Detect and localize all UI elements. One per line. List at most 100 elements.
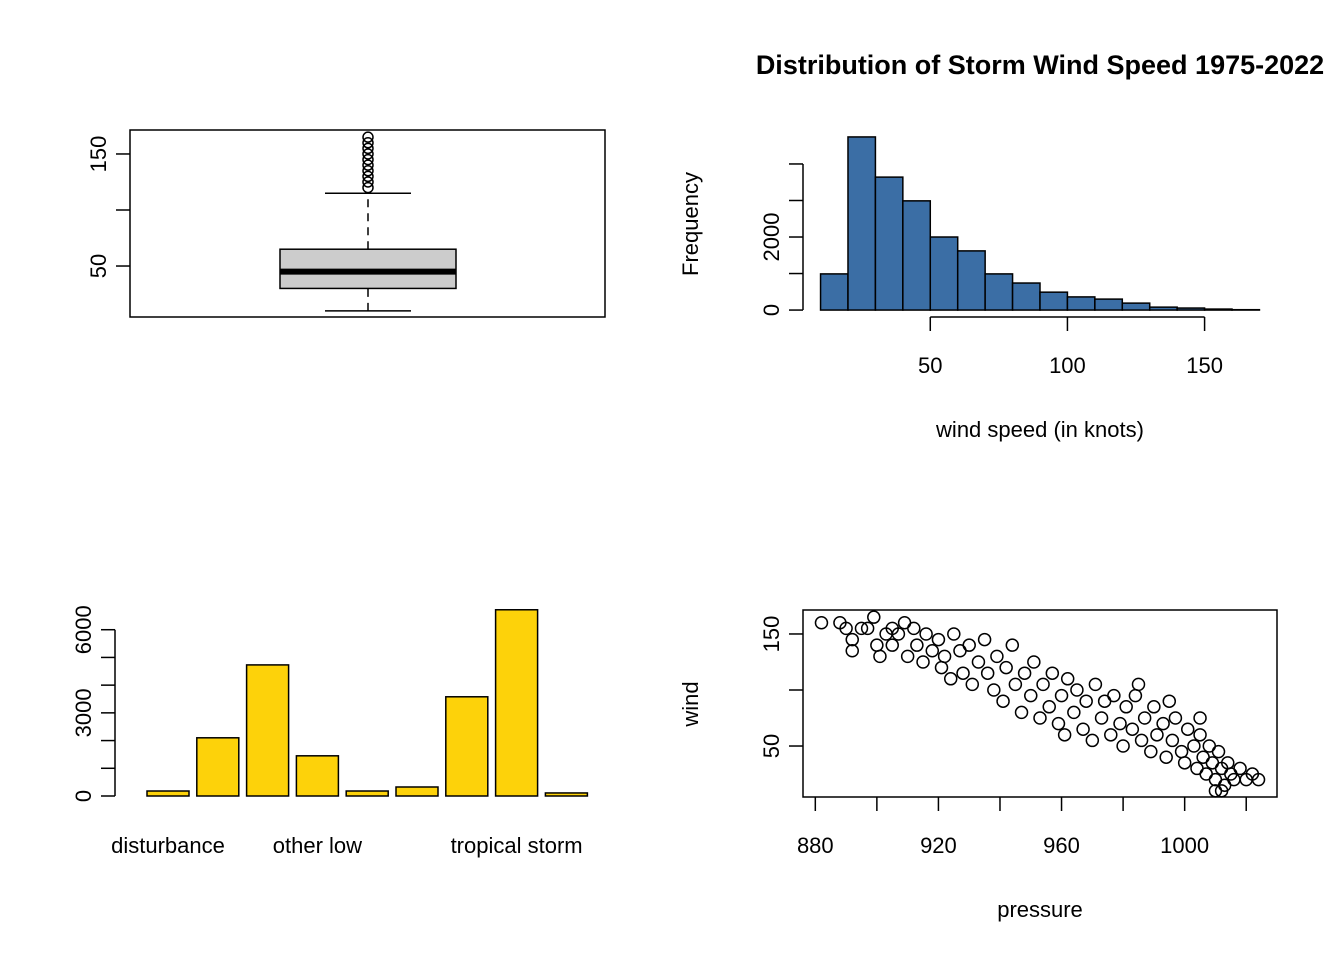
point xyxy=(1054,688,1069,703)
point xyxy=(1116,739,1130,753)
outlier xyxy=(362,137,374,149)
histogram-bar xyxy=(847,136,877,311)
point xyxy=(1202,739,1217,753)
point xyxy=(891,627,906,641)
outlier xyxy=(362,142,374,155)
point xyxy=(1187,739,1201,753)
y-tick-label: 0 xyxy=(759,304,784,316)
x-tick-label: 150 xyxy=(1186,353,1223,378)
point xyxy=(845,644,859,658)
point xyxy=(1190,761,1204,776)
point xyxy=(956,666,970,680)
point xyxy=(1214,784,1229,798)
point xyxy=(1027,655,1041,669)
point xyxy=(953,644,967,658)
point xyxy=(934,660,949,675)
outlier xyxy=(362,176,374,188)
histogram-bar xyxy=(874,176,904,311)
histogram-bar xyxy=(1066,296,1096,311)
point xyxy=(1137,711,1152,725)
point xyxy=(1134,733,1149,748)
point xyxy=(971,655,986,669)
x-tick-label: 920 xyxy=(920,833,957,858)
bar xyxy=(295,755,340,797)
point xyxy=(1208,772,1223,787)
outlier xyxy=(362,181,374,194)
point xyxy=(1113,716,1127,731)
point xyxy=(1144,744,1158,759)
histogram-bar xyxy=(1203,308,1233,311)
point xyxy=(977,632,992,647)
point xyxy=(1196,750,1210,764)
point xyxy=(854,621,869,636)
point xyxy=(1208,784,1223,798)
x-tick-label: 50 xyxy=(918,353,942,378)
point xyxy=(1119,700,1133,714)
point xyxy=(1024,688,1038,703)
point xyxy=(1251,772,1266,787)
histogram-bar xyxy=(1094,298,1124,311)
point xyxy=(1094,711,1109,725)
point xyxy=(980,666,995,680)
point xyxy=(1085,733,1100,748)
point xyxy=(987,683,1001,697)
point xyxy=(1036,677,1050,692)
point xyxy=(870,638,884,652)
point xyxy=(1174,744,1189,759)
point xyxy=(1168,711,1183,725)
histogram-bar xyxy=(1039,291,1069,311)
point xyxy=(925,644,940,658)
point xyxy=(990,649,1004,664)
outlier xyxy=(362,159,374,171)
point xyxy=(1060,672,1075,686)
x-tick-label: other low xyxy=(273,833,362,858)
x-tick-label: 1000 xyxy=(1160,833,1209,858)
y-tick-label: 2000 xyxy=(759,213,784,262)
point xyxy=(897,616,912,630)
bar xyxy=(445,696,489,797)
point xyxy=(1180,722,1195,736)
point xyxy=(1159,750,1173,764)
point xyxy=(1076,722,1090,736)
point xyxy=(1150,728,1164,742)
plot-frame xyxy=(129,129,606,318)
point xyxy=(873,649,887,664)
outlier xyxy=(362,153,374,166)
point xyxy=(1045,666,1060,680)
point xyxy=(1097,694,1112,708)
point xyxy=(900,649,915,664)
point xyxy=(1162,694,1177,708)
point xyxy=(1051,716,1066,731)
point xyxy=(1005,638,1020,652)
point xyxy=(1079,694,1093,708)
outlier xyxy=(362,170,374,183)
x-tick-label: 960 xyxy=(1043,833,1080,858)
point xyxy=(1205,756,1220,770)
x-tick-label: tropical storm xyxy=(451,833,583,858)
point xyxy=(1067,705,1081,720)
point xyxy=(1233,761,1247,776)
histogram-bar xyxy=(984,273,1014,311)
x-tick-label: disturbance xyxy=(111,833,225,858)
bar xyxy=(544,792,589,797)
point xyxy=(1088,677,1103,692)
y-tick-label: 150 xyxy=(86,136,111,173)
point xyxy=(845,632,859,647)
bar xyxy=(196,737,240,797)
bar xyxy=(345,790,389,797)
point xyxy=(839,621,853,636)
chart-title: Distribution of Storm Wind Speed 1975-20… xyxy=(756,50,1324,80)
point xyxy=(1104,728,1118,742)
outlier xyxy=(362,131,374,143)
point xyxy=(1193,711,1207,725)
point xyxy=(965,677,980,692)
point xyxy=(1147,700,1161,714)
y-axis-label: Frequency xyxy=(678,172,703,276)
histogram-bar xyxy=(1011,282,1041,311)
y-tick-label: 150 xyxy=(759,616,784,653)
bar xyxy=(245,664,290,797)
point xyxy=(860,621,875,636)
point xyxy=(1033,711,1047,725)
point xyxy=(1008,677,1023,692)
